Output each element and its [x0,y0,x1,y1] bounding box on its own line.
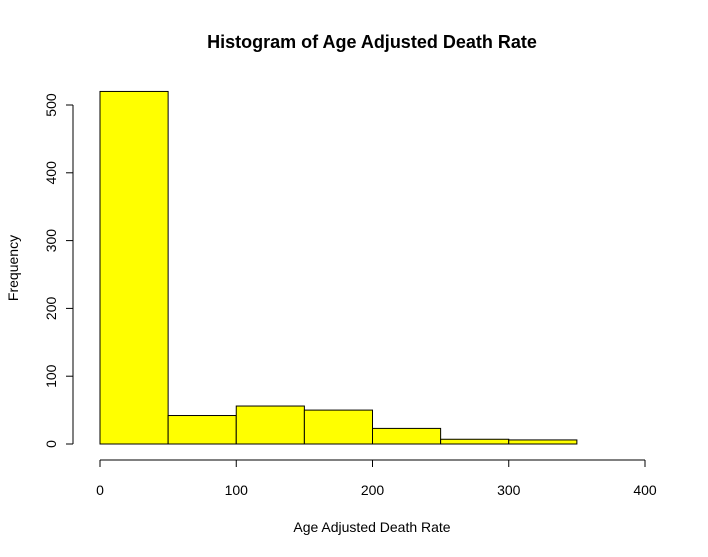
bars-group [99,90,578,445]
x-tick-label: 100 [225,482,249,498]
histogram-bar [440,438,510,445]
histogram-bar [372,427,442,445]
histogram-bar [508,439,578,445]
chart-title: Histogram of Age Adjusted Death Rate [207,32,537,52]
y-axis-label: Frequency [5,235,21,301]
y-tick-label: 0 [43,440,59,448]
histogram-bar [99,90,169,445]
y-tick-label: 200 [43,297,59,321]
histogram-bar [235,405,305,445]
y-tick-label: 100 [43,364,59,388]
histogram-bar [303,409,373,445]
y-tick-label: 500 [43,93,59,117]
x-axis-label: Age Adjusted Death Rate [293,519,450,535]
x-tick-label: 300 [497,482,521,498]
x-tick-label: 400 [633,482,657,498]
y-axis: 0 100 200 300 400 500 [43,93,74,448]
x-tick-label: 0 [96,482,104,498]
y-tick-label: 400 [43,161,59,185]
histogram-bar [167,415,237,445]
x-tick-label: 200 [361,482,385,498]
y-tick-label: 300 [43,229,59,253]
x-axis: 0 100 200 300 400 [96,459,657,498]
